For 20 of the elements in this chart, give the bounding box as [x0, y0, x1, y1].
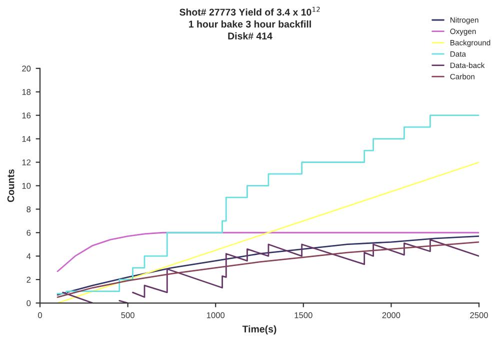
x-axis-title: Time(s)	[242, 325, 276, 334]
y-tick-label: 6	[26, 230, 31, 236]
y-tick-label: 20	[22, 66, 31, 72]
x-tick-label: 500	[121, 312, 134, 318]
y-tick-label: 8	[26, 206, 31, 212]
y-tick-label: 10	[22, 182, 31, 189]
y-tick-label: 4	[26, 253, 31, 260]
chart-title: Shot# 27773 Yield of 3.4 x 10$^{12}$ 1 hour bake 3 hour backfill Disk# 414	[180, 6, 320, 40]
x-tick-label: 1500	[294, 312, 312, 318]
y-tick-label: 14	[22, 136, 31, 142]
x-tick-label: 0	[38, 312, 42, 318]
y-axis-title: Counts	[7, 169, 14, 202]
x-tick-label: 1000	[206, 312, 225, 318]
y-tick-label: 16	[22, 112, 31, 118]
x-tick-label: 2000	[382, 312, 400, 318]
y-tick-label: 12	[22, 159, 31, 166]
y-tick-label: 0	[26, 300, 31, 306]
y-tick-label: 2	[26, 276, 31, 283]
y-tick-label: 18	[22, 89, 31, 95]
x-tick-label: 2500	[470, 312, 488, 318]
